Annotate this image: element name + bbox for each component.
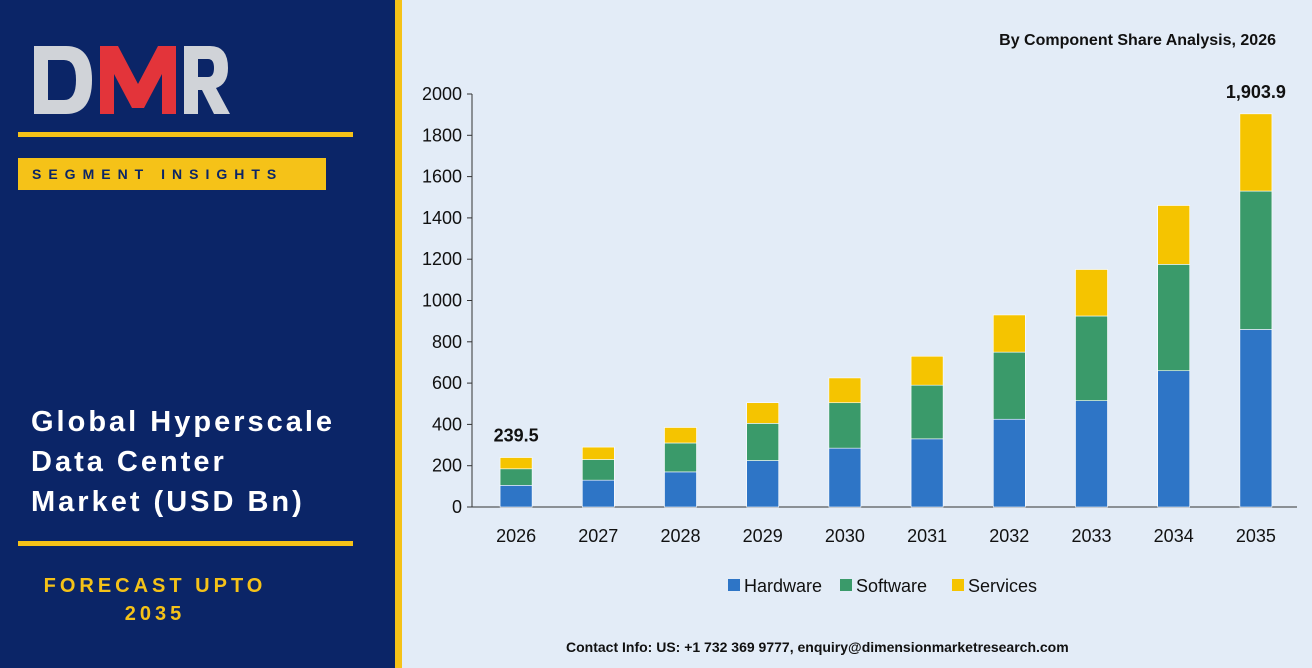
bar-segment-services bbox=[828, 377, 862, 404]
legend-label-services: Services bbox=[968, 576, 1037, 596]
bar-segment-services bbox=[582, 446, 615, 460]
bar-segment-software bbox=[992, 351, 1026, 420]
bar-segment-software bbox=[1239, 190, 1273, 330]
bar-segment-services bbox=[499, 457, 533, 470]
bar-segment-software bbox=[1157, 264, 1191, 372]
bar-segment-hardware bbox=[1075, 400, 1108, 508]
bar-segment-services bbox=[1075, 269, 1108, 317]
bar-segment-services bbox=[1239, 113, 1273, 192]
bar-segment-services bbox=[664, 427, 697, 444]
y-tick-label: 1200 bbox=[422, 249, 462, 269]
y-tick-label: 800 bbox=[432, 332, 462, 352]
bar-segment-hardware bbox=[582, 479, 615, 508]
title-line: Market (USD Bn) bbox=[31, 486, 305, 518]
bar-segment-services bbox=[746, 402, 780, 424]
legend-swatch-hardware bbox=[728, 579, 740, 591]
y-tick-label: 2000 bbox=[422, 84, 462, 104]
x-tick-label: 2026 bbox=[496, 526, 536, 546]
y-tick-label: 600 bbox=[432, 373, 462, 393]
forecast-year: 2035 bbox=[124, 603, 186, 625]
y-tick-label: 0 bbox=[452, 497, 462, 517]
bottom-divider bbox=[18, 541, 353, 546]
x-tick-label: 2033 bbox=[1071, 526, 1111, 546]
title-line: Data Center bbox=[31, 446, 227, 478]
x-tick-label: 2031 bbox=[907, 526, 947, 546]
top-divider bbox=[18, 132, 353, 137]
legend-swatch-services bbox=[952, 579, 964, 591]
bar-segment-software bbox=[664, 442, 697, 473]
x-tick-label: 2032 bbox=[989, 526, 1029, 546]
y-tick-label: 1800 bbox=[422, 125, 462, 145]
bar-segment-software bbox=[746, 423, 780, 461]
x-tick-label: 2027 bbox=[578, 526, 618, 546]
legend-swatch-software bbox=[840, 579, 852, 591]
bar-segment-hardware bbox=[746, 460, 780, 508]
y-tick-label: 1000 bbox=[422, 291, 462, 311]
y-tick-label: 1600 bbox=[422, 167, 462, 187]
bar-segment-software bbox=[1075, 315, 1108, 401]
bar-segment-hardware bbox=[1157, 370, 1191, 508]
stacked-bar-chart: 0 200 400 600 800 1000 1200 1400 1600 1800 2000 202… bbox=[422, 82, 1297, 596]
forecast-line: FORECAST UPTO bbox=[43, 575, 267, 597]
data-label: 1,903.9 bbox=[1226, 82, 1286, 102]
market-title: Global Hyperscale Data Center Market (US… bbox=[31, 402, 381, 522]
legend-label-software: Software bbox=[856, 576, 927, 596]
bar-segment-software bbox=[582, 459, 615, 481]
contact-info: Contact Info: US: +1 732 369 9777, enqui… bbox=[566, 639, 1069, 655]
x-tick-label: 2029 bbox=[743, 526, 783, 546]
x-tick-label: 2028 bbox=[660, 526, 700, 546]
gold-divider bbox=[395, 0, 402, 668]
segment-insights-badge: SEGMENT INSIGHTS bbox=[18, 158, 326, 190]
x-tick-label: 2034 bbox=[1154, 526, 1194, 546]
y-tick-label: 400 bbox=[432, 414, 462, 434]
y-tick-label: 1400 bbox=[422, 208, 462, 228]
bar-segment-hardware bbox=[910, 438, 944, 508]
sidebar-panel: SEGMENT INSIGHTS Global Hyperscale Data … bbox=[0, 0, 395, 668]
bar-segment-services bbox=[910, 355, 944, 386]
bar-segment-hardware bbox=[499, 485, 533, 508]
bar-segment-software bbox=[499, 468, 533, 486]
x-tick-label: 2035 bbox=[1236, 526, 1276, 546]
bar-segment-hardware bbox=[828, 447, 862, 508]
data-label: 239.5 bbox=[494, 426, 539, 446]
bar-segment-services bbox=[992, 314, 1026, 353]
title-line: Global Hyperscale bbox=[31, 406, 336, 438]
chart-title: By Component Share Analysis, 2026 bbox=[999, 32, 1276, 49]
bar-segment-software bbox=[910, 384, 944, 440]
forecast-label: FORECAST UPTO 2035 bbox=[0, 572, 310, 628]
bar-segment-software bbox=[828, 402, 862, 449]
bar-segment-services bbox=[1157, 205, 1191, 265]
bar-segment-hardware bbox=[664, 471, 697, 508]
bar-segment-hardware bbox=[1239, 329, 1273, 508]
y-tick-label: 200 bbox=[432, 456, 462, 476]
dmr-logo bbox=[34, 46, 230, 114]
bar-segment-hardware bbox=[992, 418, 1026, 508]
legend-label-hardware: Hardware bbox=[744, 576, 822, 596]
x-tick-label: 2030 bbox=[825, 526, 865, 546]
